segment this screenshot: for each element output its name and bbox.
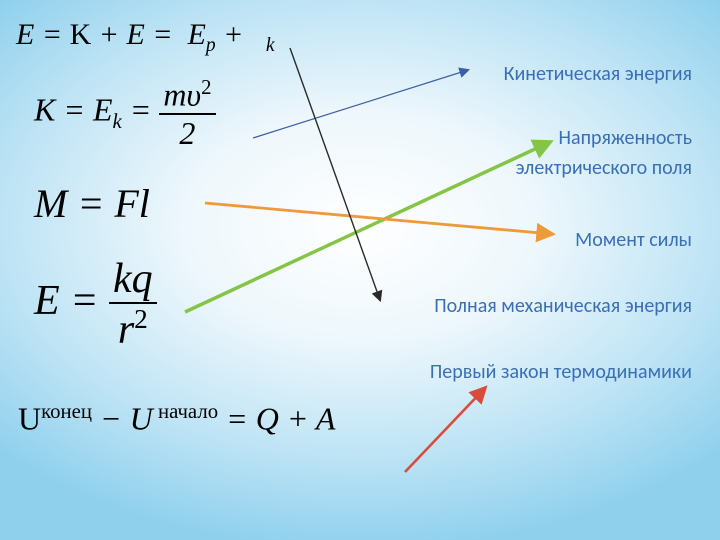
formula-thermodynamics: Uконец − U начало = Q + A (18, 400, 335, 438)
formula-kinetic-energy: K = Ek = mυ22 (34, 78, 216, 149)
label-moment: Момент силы (575, 228, 692, 252)
label-efield-line1: Напряженность (559, 126, 692, 150)
arrow-kinetic (253, 70, 468, 138)
label-kinetic: Кинетическая энергия (504, 62, 692, 86)
label-mechanical: Полная механическая энергия (434, 294, 692, 318)
formula-total-energy: E = K + E = Ep + k (16, 18, 275, 57)
formula-electric-field: E = kqr2 (34, 258, 157, 351)
label-efield-line2: электрического поля (516, 156, 692, 180)
arrow-mechanical (290, 48, 380, 300)
formula-moment: M = Fl (34, 180, 150, 227)
arrow-efield (185, 142, 550, 312)
arrow-thermo (405, 388, 485, 472)
arrow-moment (205, 203, 552, 234)
label-thermo: Первый закон термодинамики (430, 360, 692, 384)
